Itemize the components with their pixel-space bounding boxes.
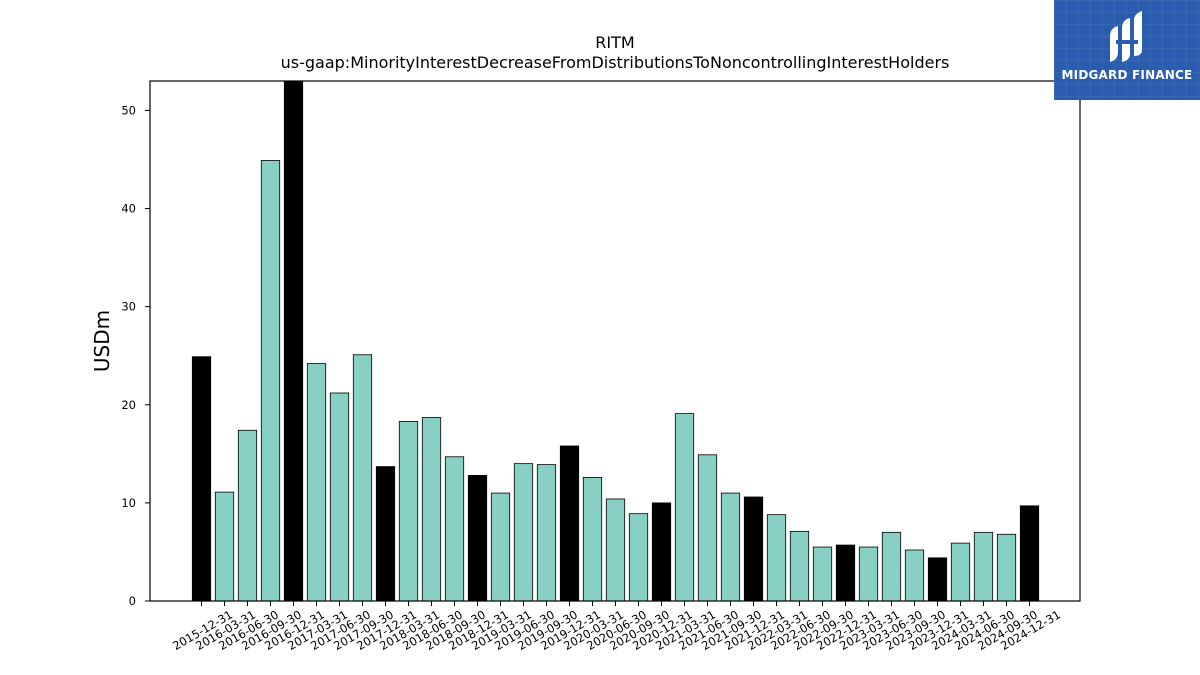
chart-subtitle: us-gaap:MinorityInterestDecreaseFromDist… (281, 53, 950, 72)
bar-2021-06-30 (697, 454, 718, 602)
y-tick-label: 40 (121, 202, 136, 216)
bar-2023-06-30 (881, 531, 902, 602)
bar-2016-03-31 (214, 491, 235, 602)
bar-2024-06-30 (973, 531, 994, 602)
y-tick-label: 50 (121, 103, 136, 117)
midgard-finance-logo: MIDGARD FINANCE (1054, 0, 1200, 100)
bar-2022-12-31 (835, 544, 856, 602)
bar-2019-03-31 (490, 492, 511, 602)
logo-text: MIDGARD FINANCE (1061, 68, 1193, 82)
plot-frame (149, 80, 1081, 602)
bar-2017-12-31 (375, 466, 396, 602)
bar-2016-06-30 (237, 429, 258, 602)
bar-2018-03-31 (398, 421, 419, 602)
bar-2022-06-30 (789, 530, 810, 602)
bar-2020-12-31 (651, 502, 672, 602)
y-tick-label: 30 (121, 300, 136, 314)
bar-2018-09-30 (444, 456, 465, 602)
y-tick-label: 0 (129, 594, 136, 608)
bar-2017-03-31 (306, 363, 327, 602)
bar-2021-09-30 (720, 492, 741, 602)
bar-2023-03-31 (858, 546, 879, 602)
bar-2016-12-31 (283, 80, 304, 602)
bar-2020-09-30 (628, 513, 649, 602)
bar-series (191, 80, 1040, 602)
bar-2019-09-30 (536, 464, 557, 602)
bar-2017-09-30 (352, 354, 373, 602)
bar-2024-03-31 (950, 542, 971, 602)
bar-2023-12-31 (927, 557, 948, 602)
bar-2021-12-31 (743, 496, 764, 602)
bar-2017-06-30 (329, 392, 350, 602)
y-tick-label: 20 (121, 398, 136, 412)
bar-2016-09-30 (260, 160, 281, 602)
bar-2024-09-30 (996, 533, 1017, 602)
bar-2022-09-30 (812, 546, 833, 602)
bar-2022-03-31 (766, 514, 787, 602)
bar-2024-12-31 (1019, 505, 1040, 602)
bar-2018-12-31 (467, 475, 488, 602)
bar-2018-06-30 (421, 417, 442, 602)
bar-2021-03-31 (674, 413, 695, 602)
logo-mark-icon (1110, 11, 1142, 62)
y-axis-label: USDm (90, 310, 114, 372)
bar-2019-12-31 (559, 445, 580, 602)
x-axis: 2015-12-312016-03-312016-06-302016-09-30… (170, 601, 1063, 653)
y-axis: 0 10 20 30 40 50 (121, 103, 150, 608)
bar-2015-12-31 (191, 356, 212, 602)
y-tick-label: 10 (121, 496, 136, 510)
bar-2019-06-30 (513, 463, 534, 602)
chart-title: RITM (595, 33, 634, 52)
bar-2020-03-31 (582, 476, 603, 602)
bar-2020-06-30 (605, 498, 626, 602)
bar-2023-09-30 (904, 549, 925, 602)
